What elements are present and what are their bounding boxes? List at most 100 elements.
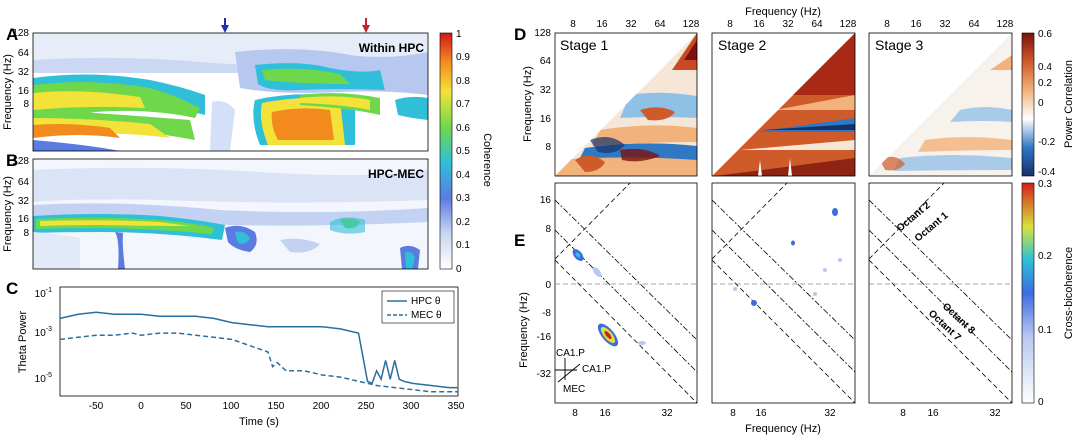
panel-d-xticks: 8 16 32 64 128 8 16 32 64 128 8 16 32 64…: [570, 19, 1014, 30]
panel-e-xtick: 8: [900, 408, 906, 419]
panel-e-ytick: -16: [537, 332, 552, 343]
cross-bicoherence-tick: 0.3: [1038, 179, 1052, 190]
stage-2-title: Stage 2: [718, 37, 766, 53]
panel-d-ytick: 16: [540, 114, 552, 125]
coherence-tick: 0.4: [456, 170, 470, 181]
stage-3-title: Stage 3: [875, 37, 923, 53]
coherence-tick: 0.3: [456, 193, 470, 204]
coherence-ticks: 1 0.9 0.8 0.7 0.6 0.5 0.4 0.3 0.2 0.1 0: [456, 29, 470, 275]
cross-bicoherence-tick: 0.2: [1038, 251, 1052, 262]
panel-d-ylabel: Frequency (Hz): [522, 66, 534, 142]
panel-e-ytick: -32: [537, 369, 552, 380]
panel-d: D Frequency (Hz) Frequency (Hz) 128 64 3…: [514, 6, 1014, 177]
panel-c-ylabel: Theta Power: [17, 310, 29, 373]
panel-a-yticks: 128 64 32 16 8: [12, 28, 29, 110]
hpc-theta-line: [59, 311, 458, 389]
coherence-tick: 0.6: [456, 123, 470, 134]
panel-b-yticks: 128 64 32 16 8: [12, 156, 29, 239]
coherence-tick: 0.2: [456, 217, 470, 228]
panel-d-xtick: 32: [625, 19, 637, 30]
panel-c-xtick: 250: [358, 401, 375, 412]
stage-1-title: Stage 1: [560, 37, 608, 53]
panel-d-ytick: 8: [545, 142, 551, 153]
panel-e-xtick: 8: [572, 408, 578, 419]
panel-c-xtick: 0: [138, 401, 144, 412]
panel-d-xtick: 64: [811, 19, 823, 30]
panel-c-ytick: 10-1: [35, 287, 52, 300]
blue-arrow-icon: [221, 25, 229, 33]
panel-a-tag: Within HPC: [359, 41, 425, 55]
power-correlation-ticks: 0.6 0.4 0.2 0 -0.2 -0.4: [1038, 29, 1056, 178]
stage-2-map: Stage 2: [711, 32, 856, 177]
panel-d-xtick: 64: [968, 19, 980, 30]
legend-hpc-label: HPC θ: [411, 296, 441, 307]
panel-c-ytick: 10-5: [35, 372, 52, 385]
panel-d-top-xlabel: Frequency (Hz): [745, 6, 821, 18]
axes-glyph-label-right: CA1.P: [582, 364, 611, 375]
cross-bicoherence-ticks: 0.3 0.2 0.1 0: [1038, 179, 1052, 408]
power-correlation-tick: -0.4: [1038, 167, 1056, 178]
panel-c: C 10-1 10-3 10-5 -50 0 50 100 150 200 25…: [6, 279, 465, 428]
panel-d-xtick: 16: [753, 19, 765, 30]
coherence-tick: 0.1: [456, 240, 470, 251]
panel-c-xtick: 300: [403, 401, 420, 412]
panel-b-ytick: 16: [18, 214, 30, 225]
stage-3-map: Stage 3: [868, 32, 1013, 177]
power-correlation-tick: -0.2: [1038, 137, 1056, 148]
coherence-label: Coherence: [481, 133, 493, 187]
panel-c-xtick: 150: [268, 401, 285, 412]
panel-d-ytick: 64: [540, 56, 552, 67]
panel-b-ytick: 128: [12, 156, 29, 167]
panel-e-xlabel: Frequency (Hz): [745, 423, 821, 435]
axes-glyph-label-top: CA1.P: [556, 348, 585, 359]
panel-a-ytick: 32: [18, 67, 30, 78]
panel-c-ytick-base: 10: [35, 289, 47, 300]
panel-d-xtick: 8: [884, 19, 890, 30]
panel-a: Within HPC A 128 64 32 16 8 Frequency (H…: [2, 18, 429, 152]
panel-c-xticks: -50 0 50 100 150 200 250 300 350: [89, 401, 465, 412]
panel-e-ytick: 8: [545, 224, 551, 235]
panel-c-legend: HPC θ MEC θ: [381, 290, 455, 324]
panel-d-xtick: 128: [683, 19, 700, 30]
stage-1-map: Stage 1: [554, 32, 698, 177]
panel-b-ytick: 32: [18, 196, 30, 207]
panel-a-ytick: 8: [23, 99, 29, 110]
panel-c-xtick: 100: [223, 401, 240, 412]
panel-e-yticks: 16 8 0 -8 -16 -32: [537, 195, 552, 380]
panel-c-ytick: 10-3: [35, 326, 52, 339]
coherence-tick: 0.8: [456, 76, 470, 87]
power-correlation-colorbar: 0.6 0.4 0.2 0 -0.2 -0.4 Power Correlatio…: [1021, 29, 1075, 178]
panel-a-ytick: 128: [12, 28, 29, 39]
panel-d-yticks: 128 64 32 16 8: [534, 28, 551, 153]
panel-a-ytick: 16: [18, 86, 30, 97]
bicoherence-stage-1: CA1.P CA1.P MEC: [554, 182, 698, 404]
panel-e-xticks: 8 16 32 8 16 32 8 16 32: [572, 408, 1001, 419]
panel-c-ytick-exp: -1: [46, 287, 52, 294]
panel-e-xtick: 32: [989, 408, 1001, 419]
panel-d-xtick: 16: [596, 19, 608, 30]
axes-glyph-label-bottom: MEC: [563, 384, 585, 395]
panel-c-xtick: 50: [180, 401, 192, 412]
panel-d-letter: D: [514, 25, 526, 44]
coherence-tick: 1: [456, 29, 462, 40]
panel-b-ytick: 64: [18, 177, 30, 188]
panel-e-xtick: 16: [599, 408, 611, 419]
panel-e-letter: E: [514, 231, 525, 250]
coherence-tick: 0.9: [456, 52, 470, 63]
panel-c-xtick: -50: [89, 401, 104, 412]
panel-e-xtick: 16: [927, 408, 939, 419]
panel-b-letter: B: [6, 151, 18, 170]
panel-b-tag: HPC-MEC: [368, 167, 424, 181]
panel-a-ytick: 64: [18, 48, 30, 59]
coherence-tick: 0.7: [456, 99, 470, 110]
panel-c-letter: C: [6, 279, 18, 298]
panel-d-ytick: 32: [540, 85, 552, 96]
power-correlation-tick: 0.2: [1038, 78, 1052, 89]
panel-a-letter: A: [6, 25, 18, 44]
panel-e-xtick: 8: [730, 408, 736, 419]
panel-c-ytick-base: 10: [35, 328, 47, 339]
panel-c-ytick-exp: -3: [46, 326, 52, 333]
panel-c-lines: [59, 311, 458, 393]
bicoherence-stage-3: Octant 2 Octant 1 Octant 8 Octant 7: [868, 182, 1013, 404]
